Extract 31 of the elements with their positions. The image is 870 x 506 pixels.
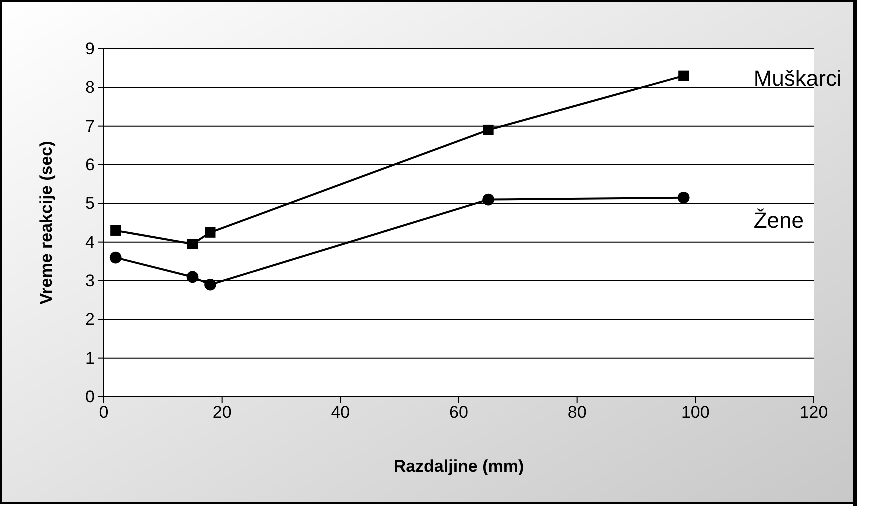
y-tick-label: 9 — [86, 39, 95, 58]
text: Žene — [754, 208, 804, 233]
point — [188, 239, 198, 250]
point — [482, 194, 494, 206]
point — [483, 124, 494, 136]
y-tick-label: 4 — [86, 232, 95, 252]
text: Muškarci — [754, 66, 842, 92]
y-axis-title: Vreme reakcije (sec) — [37, 141, 56, 305]
x-tick-label: 20 — [212, 403, 232, 422]
x-axis-title: Razdaljine (mm) — [394, 457, 524, 476]
point — [678, 70, 690, 82]
x-tick-label: 40 — [331, 403, 350, 422]
y-tick-label: 2 — [86, 310, 95, 330]
point — [678, 192, 690, 204]
point — [204, 278, 216, 291]
x-tick-label: 120 — [800, 403, 828, 422]
y-tick-label: 0 — [86, 387, 95, 406]
point — [205, 227, 216, 238]
y-tick-label: 7 — [86, 116, 95, 136]
y-tick-label: 1 — [86, 348, 95, 368]
point — [110, 225, 122, 236]
point — [110, 252, 122, 264]
y-tick-label: 6 — [86, 155, 95, 174]
x-tick-label: 0 — [99, 403, 109, 422]
y-tick-label: 8 — [86, 78, 95, 98]
y-tick-label: 3 — [86, 271, 95, 290]
x-tick-label: 100 — [681, 403, 710, 422]
x-tick-label: 80 — [568, 403, 587, 422]
point — [186, 271, 199, 284]
x-tick-label: 60 — [450, 403, 468, 422]
y-tick-label: 5 — [86, 194, 95, 214]
